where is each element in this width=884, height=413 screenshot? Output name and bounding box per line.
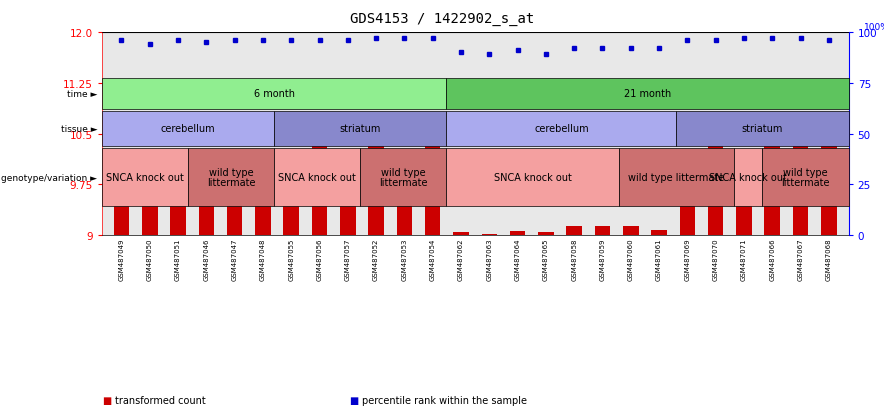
Bar [763, 149, 849, 206]
Bar [284, 150, 299, 235]
Bar [102, 149, 188, 206]
Text: cerebellum: cerebellum [161, 124, 215, 134]
Bar [227, 192, 242, 235]
Bar [369, 136, 384, 235]
Bar [361, 149, 446, 206]
Bar [595, 227, 610, 235]
Bar [446, 78, 849, 109]
Bar [453, 233, 469, 235]
Text: SNCA knock out: SNCA knock out [709, 173, 787, 183]
Text: 21 month: 21 month [624, 89, 671, 99]
Text: GDS4153 / 1422902_s_at: GDS4153 / 1422902_s_at [350, 12, 534, 26]
Text: wild type littermate: wild type littermate [629, 173, 724, 183]
Bar [821, 138, 836, 235]
Bar [199, 192, 214, 235]
Bar [623, 227, 638, 235]
Text: ■: ■ [102, 394, 110, 405]
Text: wild type
littermate: wild type littermate [207, 167, 255, 188]
Bar [765, 136, 780, 235]
Text: cerebellum: cerebellum [534, 124, 589, 134]
Bar [274, 149, 361, 206]
Text: striatum: striatum [339, 124, 381, 134]
Text: SNCA knock out: SNCA knock out [493, 173, 572, 183]
Bar [619, 149, 734, 206]
Bar [171, 190, 186, 235]
Bar [446, 149, 619, 206]
Bar [708, 145, 723, 235]
Bar [142, 197, 157, 235]
Bar [188, 149, 274, 206]
Text: ■: ■ [349, 394, 358, 405]
Bar [676, 112, 849, 147]
Text: time ►: time ► [67, 90, 97, 98]
Bar [312, 147, 327, 235]
Bar [255, 183, 271, 235]
Text: wild type
littermate: wild type littermate [379, 167, 428, 188]
Bar [538, 233, 553, 235]
Text: genotype/variation ►: genotype/variation ► [1, 173, 97, 182]
Text: 6 month: 6 month [254, 89, 294, 99]
Bar [734, 149, 763, 206]
Bar [274, 112, 446, 147]
Bar [680, 151, 695, 235]
Bar [114, 190, 129, 235]
Bar [446, 112, 676, 147]
Bar [567, 226, 582, 235]
Bar [425, 137, 440, 235]
Text: striatum: striatum [742, 124, 783, 134]
Bar [340, 153, 355, 235]
Bar [397, 154, 412, 235]
Text: 100%: 100% [864, 23, 884, 32]
Bar [793, 136, 808, 235]
Bar [510, 231, 525, 235]
Text: wild type
littermate: wild type littermate [781, 167, 830, 188]
Text: SNCA knock out: SNCA knock out [106, 173, 184, 183]
Text: transformed count: transformed count [115, 394, 206, 405]
Bar [102, 78, 446, 109]
Bar [736, 155, 751, 235]
Bar [102, 112, 274, 147]
Text: tissue ►: tissue ► [61, 125, 97, 133]
Bar [652, 231, 667, 235]
Text: SNCA knock out: SNCA knock out [278, 173, 356, 183]
Text: percentile rank within the sample: percentile rank within the sample [362, 394, 528, 405]
